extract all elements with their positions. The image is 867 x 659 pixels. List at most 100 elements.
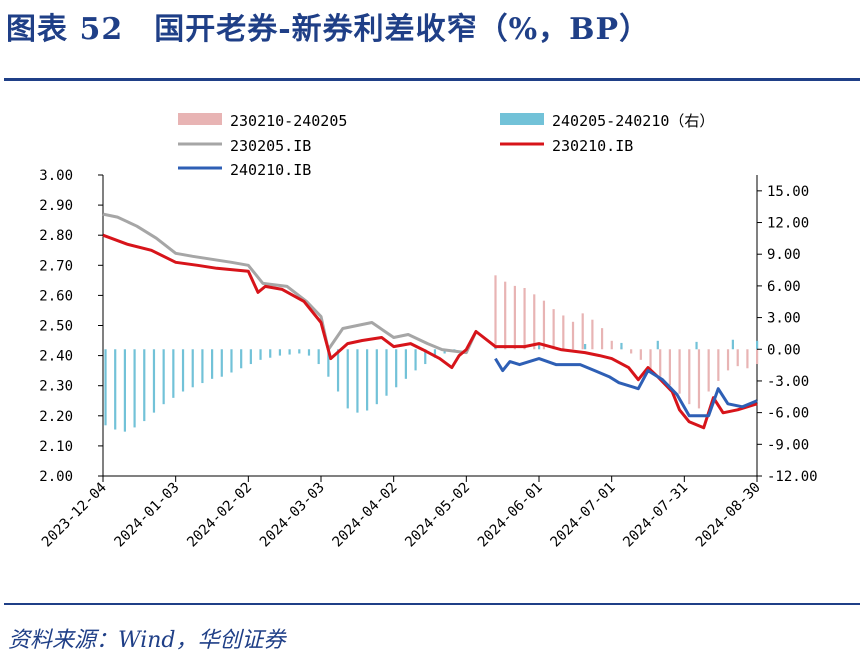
- y-right-tick-label: 15.00: [767, 184, 809, 200]
- bar: [649, 349, 652, 373]
- bar: [269, 349, 272, 358]
- bar: [610, 340, 613, 350]
- bars-layer: [104, 275, 759, 432]
- series-line-230210-ib: [102, 233, 758, 430]
- bar: [104, 349, 107, 426]
- y-right-tick-label: -9.00: [767, 437, 809, 453]
- bar: [731, 339, 734, 350]
- bar: [143, 349, 146, 422]
- bar: [620, 342, 623, 350]
- x-tick-label: 2024-06-01: [475, 480, 546, 551]
- x-tick-label: 2024-07-01: [548, 480, 619, 551]
- bar: [404, 349, 407, 379]
- y-left-tick-label: 2.50: [39, 319, 73, 335]
- bar: [717, 349, 720, 381]
- y-right-tick-label: 0.00: [767, 342, 801, 358]
- bar: [288, 349, 291, 355]
- bar: [346, 349, 349, 409]
- legend-swatch: [178, 113, 222, 125]
- y-left-tick-label: 2.20: [39, 409, 73, 425]
- legend-label: 240205-240210（右）: [552, 112, 714, 130]
- bar: [707, 349, 710, 392]
- bar: [114, 349, 117, 430]
- bar: [571, 321, 575, 350]
- legend-layer: 230210-240205 240205-240210（右） 230205.IB 23…: [178, 112, 714, 179]
- bar: [504, 281, 507, 350]
- bar: [123, 349, 126, 432]
- y-left-tick-label: 2.90: [39, 198, 73, 214]
- x-tick-label: 2024-02-02: [184, 480, 255, 551]
- bar: [433, 349, 437, 358]
- series-line-240210-ib: [494, 357, 758, 418]
- bar: [688, 349, 691, 405]
- y-right-tick-label: 6.00: [767, 279, 801, 295]
- bar: [581, 313, 584, 350]
- bar: [356, 349, 359, 413]
- x-tick-label: 2023-12-04: [39, 480, 110, 551]
- bar: [695, 341, 698, 350]
- y-left-tick-label: 2.30: [39, 379, 73, 395]
- bar: [366, 349, 369, 411]
- bar: [523, 288, 526, 350]
- x-tick-label: 2024-01-03: [112, 480, 183, 551]
- x-tick-label: 2024-07-31: [620, 480, 691, 551]
- bar: [298, 349, 301, 354]
- bar: [278, 349, 282, 356]
- bar: [336, 349, 340, 392]
- bar: [220, 349, 223, 377]
- bar: [600, 328, 604, 350]
- y-right-tick-label: -3.00: [767, 374, 809, 390]
- bar: [395, 349, 398, 388]
- bar: [240, 349, 243, 369]
- bar: [201, 349, 204, 384]
- bar: [162, 349, 165, 405]
- plot-frame: [102, 175, 758, 477]
- legend-label: 230210-240205: [230, 112, 347, 130]
- bar: [494, 347, 497, 350]
- bar: [259, 349, 262, 360]
- y-left-tick-label: 2.80: [39, 228, 73, 244]
- bar: [385, 349, 388, 396]
- source-note: 资料来源：Wind，华创证券: [8, 628, 286, 653]
- bar: [630, 349, 633, 354]
- bar: [533, 294, 536, 350]
- source-rule: [4, 603, 860, 605]
- bar: [678, 349, 681, 394]
- y-left-tick-label: 2.00: [39, 469, 73, 485]
- y-right-tick-label: -12.00: [767, 469, 818, 485]
- legend-swatch: [500, 113, 544, 125]
- y-right-tick-label: 3.00: [767, 311, 801, 327]
- legend-label: 230205.IB: [230, 137, 311, 155]
- bar: [424, 349, 427, 365]
- bar: [494, 275, 497, 350]
- legend-label: 240210.IB: [230, 161, 311, 179]
- figure-title: 图表 52 国开老券-新券利差收窄（%，BP）: [6, 12, 651, 47]
- bar: [656, 340, 659, 350]
- legend-label: 230210.IB: [552, 137, 633, 155]
- bar: [584, 343, 587, 350]
- bar: [756, 349, 759, 365]
- bar: [375, 349, 378, 405]
- bar: [668, 349, 671, 386]
- bar: [307, 349, 311, 356]
- bar: [552, 309, 555, 350]
- x-tick-label: 2024-04-02: [330, 480, 401, 551]
- y-left-tick-label: 3.00: [39, 168, 73, 184]
- axes-layer: 2.00 2.10 2.20 2.30 2.40 2.50 2.60 2.70 2.80 2.90…: [39, 168, 818, 550]
- bar: [249, 349, 252, 365]
- bar: [133, 349, 136, 428]
- y-right-tick-label: 9.00: [767, 247, 801, 263]
- title-rule: [4, 78, 860, 81]
- bar: [152, 349, 156, 413]
- series-line-230205-ib: [102, 212, 478, 355]
- bar: [317, 349, 320, 365]
- bar: [756, 340, 759, 350]
- bar: [538, 345, 541, 350]
- y-left-tick-label: 2.10: [39, 439, 73, 455]
- bar: [591, 319, 594, 350]
- y-left-tick-label: 2.70: [39, 258, 73, 274]
- bar: [327, 349, 330, 377]
- x-tick-label: 2024-05-02: [402, 480, 473, 551]
- bar: [211, 349, 214, 379]
